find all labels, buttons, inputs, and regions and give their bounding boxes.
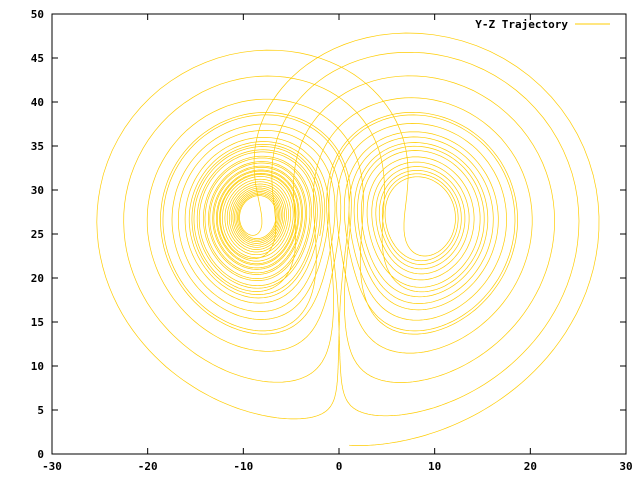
y-tick-label: 45 — [31, 52, 44, 65]
y-tick-label: 40 — [31, 96, 44, 109]
x-tick-label: 10 — [428, 460, 441, 473]
y-tick-label: 0 — [37, 448, 44, 461]
y-tick-label: 20 — [31, 272, 44, 285]
y-tick-label: 5 — [37, 404, 44, 417]
series-layer — [96, 32, 600, 446]
y-tick-label: 10 — [31, 360, 44, 373]
x-tick-label: -10 — [233, 460, 253, 473]
series-line — [96, 32, 600, 446]
y-tick-label: 15 — [31, 316, 44, 329]
x-tick-label: -30 — [42, 460, 62, 473]
y-tick-label: 50 — [31, 8, 44, 21]
legend-label: Y-Z Trajectory — [475, 18, 568, 31]
legend: Y-Z Trajectory — [475, 18, 610, 31]
x-axis-ticks: -30 -20 -10 0 10 20 30 — [42, 14, 633, 473]
x-tick-label: -20 — [138, 460, 158, 473]
y-tick-label: 30 — [31, 184, 44, 197]
y-axis-ticks: 0 5 10 15 20 25 30 35 40 45 50 — [31, 8, 626, 461]
y-tick-label: 25 — [31, 228, 44, 241]
x-tick-label: 20 — [524, 460, 537, 473]
x-tick-label: 30 — [619, 460, 632, 473]
y-tick-label: 35 — [31, 140, 44, 153]
x-tick-label: 0 — [336, 460, 343, 473]
